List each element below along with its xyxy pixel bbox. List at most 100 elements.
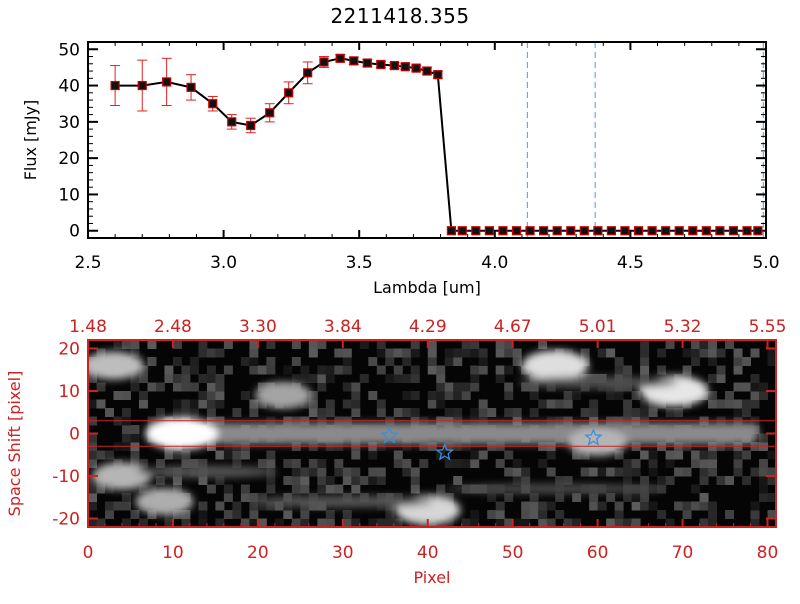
top-axis-tick-label: 3.84: [324, 317, 362, 337]
heatmap-pixel: [206, 399, 216, 409]
top-axis-tick-label: 4.29: [409, 317, 447, 337]
heatmap-pixel: [436, 365, 446, 375]
heatmap-pixel: [444, 459, 454, 468]
heatmap-pixel: [181, 518, 191, 527]
heatmap-pixel: [759, 467, 769, 477]
data-point: [284, 88, 294, 98]
heatmap-pixel: [614, 467, 624, 477]
heatmap-pixel: [580, 467, 590, 477]
heatmap-pixel: [478, 450, 488, 460]
heatmap-pixel: [614, 510, 624, 519]
y-tick-label: 10: [58, 382, 80, 402]
heatmap-pixel: [317, 340, 327, 349]
heatmap-pixel: [138, 365, 148, 375]
heatmap-pixel: [716, 374, 726, 383]
data-point: [525, 226, 535, 236]
heatmap-pixel: [249, 399, 259, 409]
heatmap-pixel: [461, 518, 471, 527]
heatmap-pixel: [172, 510, 182, 519]
heatmap-pixel: [130, 433, 140, 443]
heatmap-pixel: [325, 408, 335, 417]
heatmap-pixel: [580, 408, 590, 417]
heatmap-pixel: [155, 382, 165, 392]
y-tick-label: 20: [58, 340, 80, 360]
heatmap-pixel: [444, 408, 454, 417]
heatmap-pixel: [512, 357, 522, 366]
heatmap-pixel: [674, 408, 684, 417]
heatmap-pixel: [478, 357, 488, 366]
data-point: [362, 58, 372, 68]
heatmap-pixel: [691, 501, 701, 511]
heatmap-pixel: [138, 484, 148, 494]
plot-frame: [87, 41, 767, 239]
heatmap-pixel: [699, 467, 709, 477]
heatmap-pixel: [767, 450, 776, 460]
heatmap-pixel: [130, 459, 140, 468]
heatmap-pixel: [104, 450, 114, 460]
heatmap-pixel: [317, 484, 327, 494]
data-point: [566, 226, 576, 236]
y-tick-label: 50: [58, 40, 80, 60]
heatmap-pixel: [708, 348, 718, 358]
heatmap-pixel: [580, 348, 590, 358]
data-point: [162, 77, 172, 87]
heatmap-pixel: [121, 501, 131, 511]
data-point: [688, 226, 698, 236]
data-point: [411, 63, 421, 73]
heatmap-pixel: [563, 399, 573, 409]
heatmap-pixel: [334, 467, 344, 477]
heatmap-pixel: [699, 450, 709, 460]
heatmap-pixel: [198, 374, 208, 383]
heatmap-pixel: [266, 459, 276, 468]
heatmap-pixel: [521, 476, 531, 485]
top-axis-tick-label: 4.67: [494, 317, 532, 337]
heatmap-pixel: [351, 391, 361, 400]
heatmap-pixel: [699, 501, 709, 511]
data-point: [606, 226, 617, 236]
heatmap-pixel: [342, 467, 352, 477]
heatmap-pixel: [504, 493, 514, 502]
heatmap-pixel: [121, 408, 131, 417]
spectrum-image: 0 10 20 30 40 50 60 70 80 1.48 2.48 3.30 3.84 4.29 4.6…: [5, 317, 786, 587]
heatmap-pixel: [742, 382, 752, 392]
heatmap-pixel: [249, 348, 259, 358]
heatmap-pixel: [444, 391, 454, 400]
heatmap-pixel: [427, 340, 437, 349]
top-axis-tick-label: 1.48: [69, 317, 107, 337]
top-axis-tick-label: 5.55: [749, 317, 787, 337]
heatmap-pixel: [121, 433, 131, 443]
heatmap-pixel: [359, 476, 369, 485]
heatmap-pixel: [181, 510, 191, 519]
bright-feature: [88, 351, 144, 380]
heatmap-pixel: [189, 382, 199, 392]
heatmap-pixel: [334, 365, 344, 375]
star-icon: [584, 428, 603, 446]
heatmap-pixel: [240, 391, 250, 400]
heatmap-pixel: [733, 382, 743, 392]
heatmap-pixel: [504, 518, 514, 527]
heatmap-pixel: [487, 493, 497, 502]
heatmap-pixel: [189, 408, 199, 417]
heatmap-pixel: [631, 459, 641, 468]
diffuse-streak: [445, 483, 666, 494]
heatmap-pixel: [427, 391, 437, 400]
heatmap-pixel: [181, 382, 191, 392]
heatmap-pixel: [300, 399, 310, 409]
heatmap-pixel: [614, 518, 624, 527]
heatmap-pixel: [691, 340, 701, 349]
heatmap-pixel: [436, 391, 446, 400]
heatmap-pixel: [164, 365, 174, 375]
heatmap-pixel: [487, 408, 497, 417]
y-tick-label: 40: [58, 77, 80, 97]
heatmap-pixel: [402, 459, 412, 468]
heatmap-pixel: [419, 459, 429, 468]
heatmap-pixel: [198, 348, 208, 358]
heatmap-pixel: [708, 510, 718, 519]
heatmap-pixel: [317, 459, 327, 468]
heatmap-pixel: [308, 399, 318, 409]
data-point: [633, 226, 644, 236]
data-point: [319, 57, 329, 67]
heatmap-pixel: [512, 348, 522, 358]
